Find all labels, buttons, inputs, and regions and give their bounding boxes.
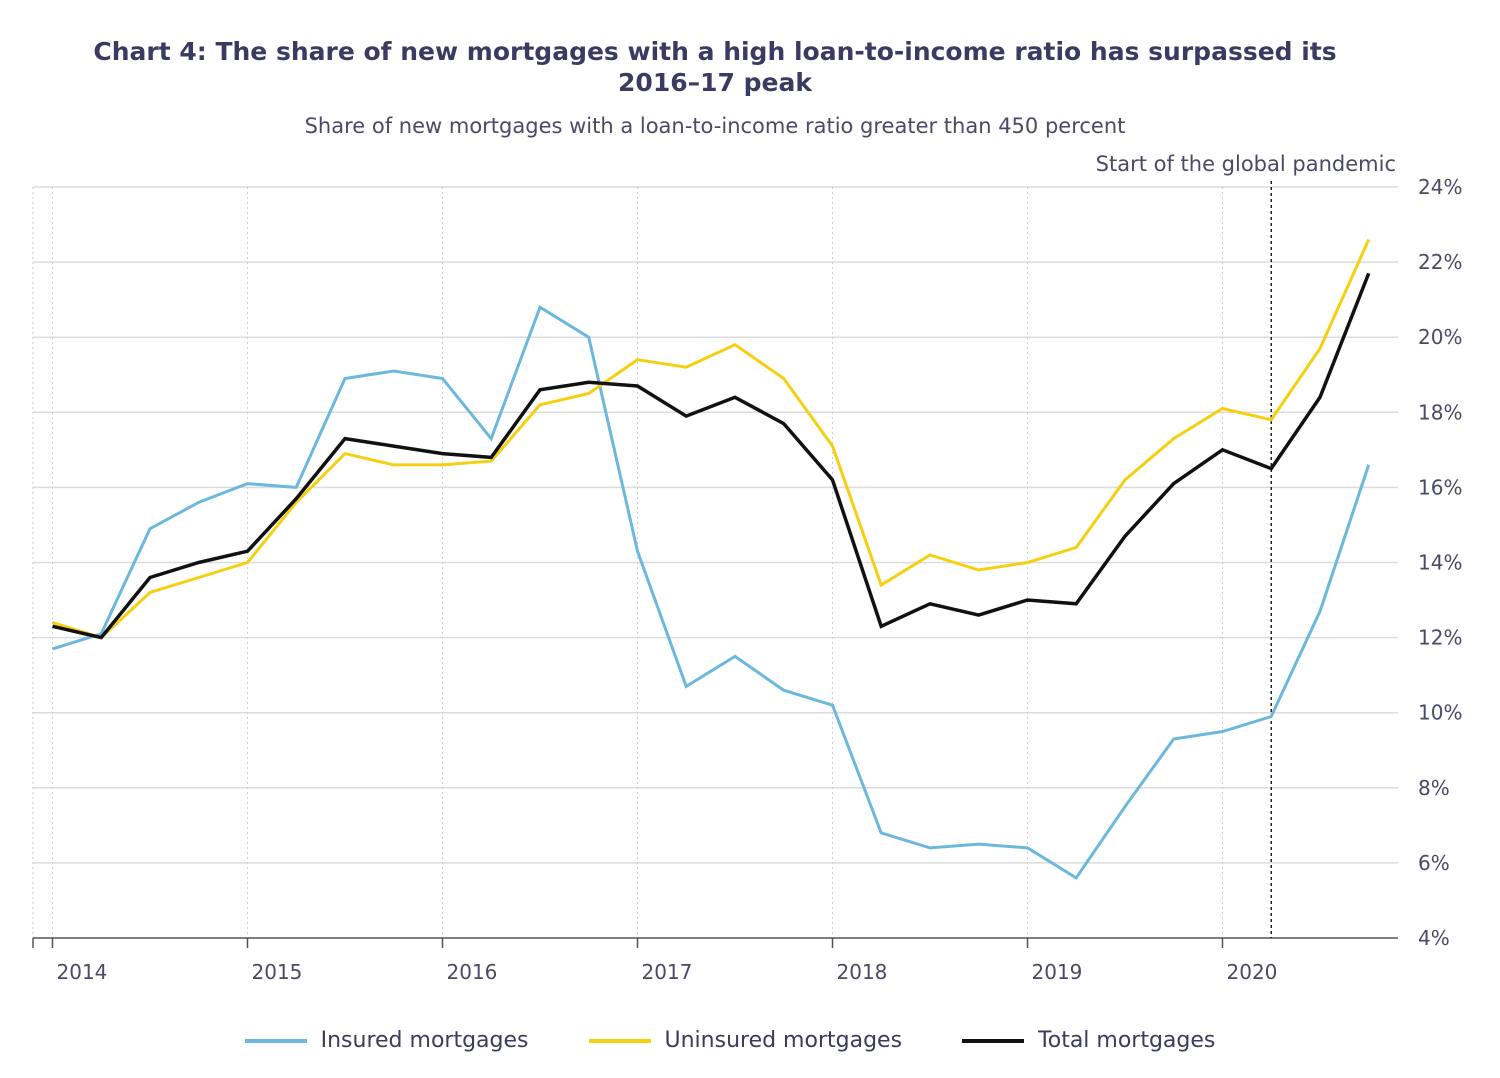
y-tick-label: 22% xyxy=(1418,250,1462,274)
legend: Insured mortgages Uninsured mortgages To… xyxy=(0,1028,1460,1053)
legend-item-total: Total mortgages xyxy=(962,1028,1215,1053)
y-tick-label: 6% xyxy=(1418,851,1450,875)
x-tick-label: 2020 xyxy=(1227,960,1278,984)
x-tick-label: 2016 xyxy=(447,960,498,984)
legend-item-insured: Insured mortgages xyxy=(244,1028,529,1053)
y-tick-label: 4% xyxy=(1418,926,1450,950)
legend-item-uninsured: Uninsured mortgages xyxy=(588,1028,903,1053)
x-tick-label: 2019 xyxy=(1032,960,1083,984)
legend-label-insured: Insured mortgages xyxy=(320,1028,529,1053)
y-tick-label: 18% xyxy=(1418,400,1462,424)
y-tick-label: 12% xyxy=(1418,626,1462,650)
y-tick-label: 20% xyxy=(1418,325,1462,349)
y-tick-label: 8% xyxy=(1418,776,1450,800)
legend-swatch-insured xyxy=(244,1038,307,1043)
chart-title-line1: Chart 4: The share of new mortgages with… xyxy=(93,37,1337,66)
y-tick-label: 16% xyxy=(1418,475,1462,499)
series-line-uninsured xyxy=(52,238,1371,640)
legend-label-uninsured: Uninsured mortgages xyxy=(664,1028,903,1053)
y-tick-label: 14% xyxy=(1418,551,1462,575)
chart-title: Chart 4: The share of new mortgages with… xyxy=(0,36,1430,98)
x-tick-label: 2017 xyxy=(642,960,693,984)
legend-swatch-uninsured xyxy=(588,1038,651,1043)
pandemic-annotation: Start of the global pandemic xyxy=(1095,152,1396,176)
legend-label-total: Total mortgages xyxy=(1038,1028,1216,1053)
legend-swatch-total xyxy=(962,1038,1025,1043)
chart-subtitle: Share of new mortgages with a loan-to-in… xyxy=(304,114,1126,138)
y-tick-label: 10% xyxy=(1418,701,1462,725)
y-tick-label: 24% xyxy=(1418,175,1462,199)
series-line-total xyxy=(52,272,1371,640)
series-line-insured xyxy=(52,304,1371,880)
x-tick-label: 2015 xyxy=(252,960,303,984)
x-tick-label: 2018 xyxy=(837,960,888,984)
x-tick-label: 2014 xyxy=(57,960,108,984)
chart-title-line2: 2016–17 peak xyxy=(618,68,812,97)
